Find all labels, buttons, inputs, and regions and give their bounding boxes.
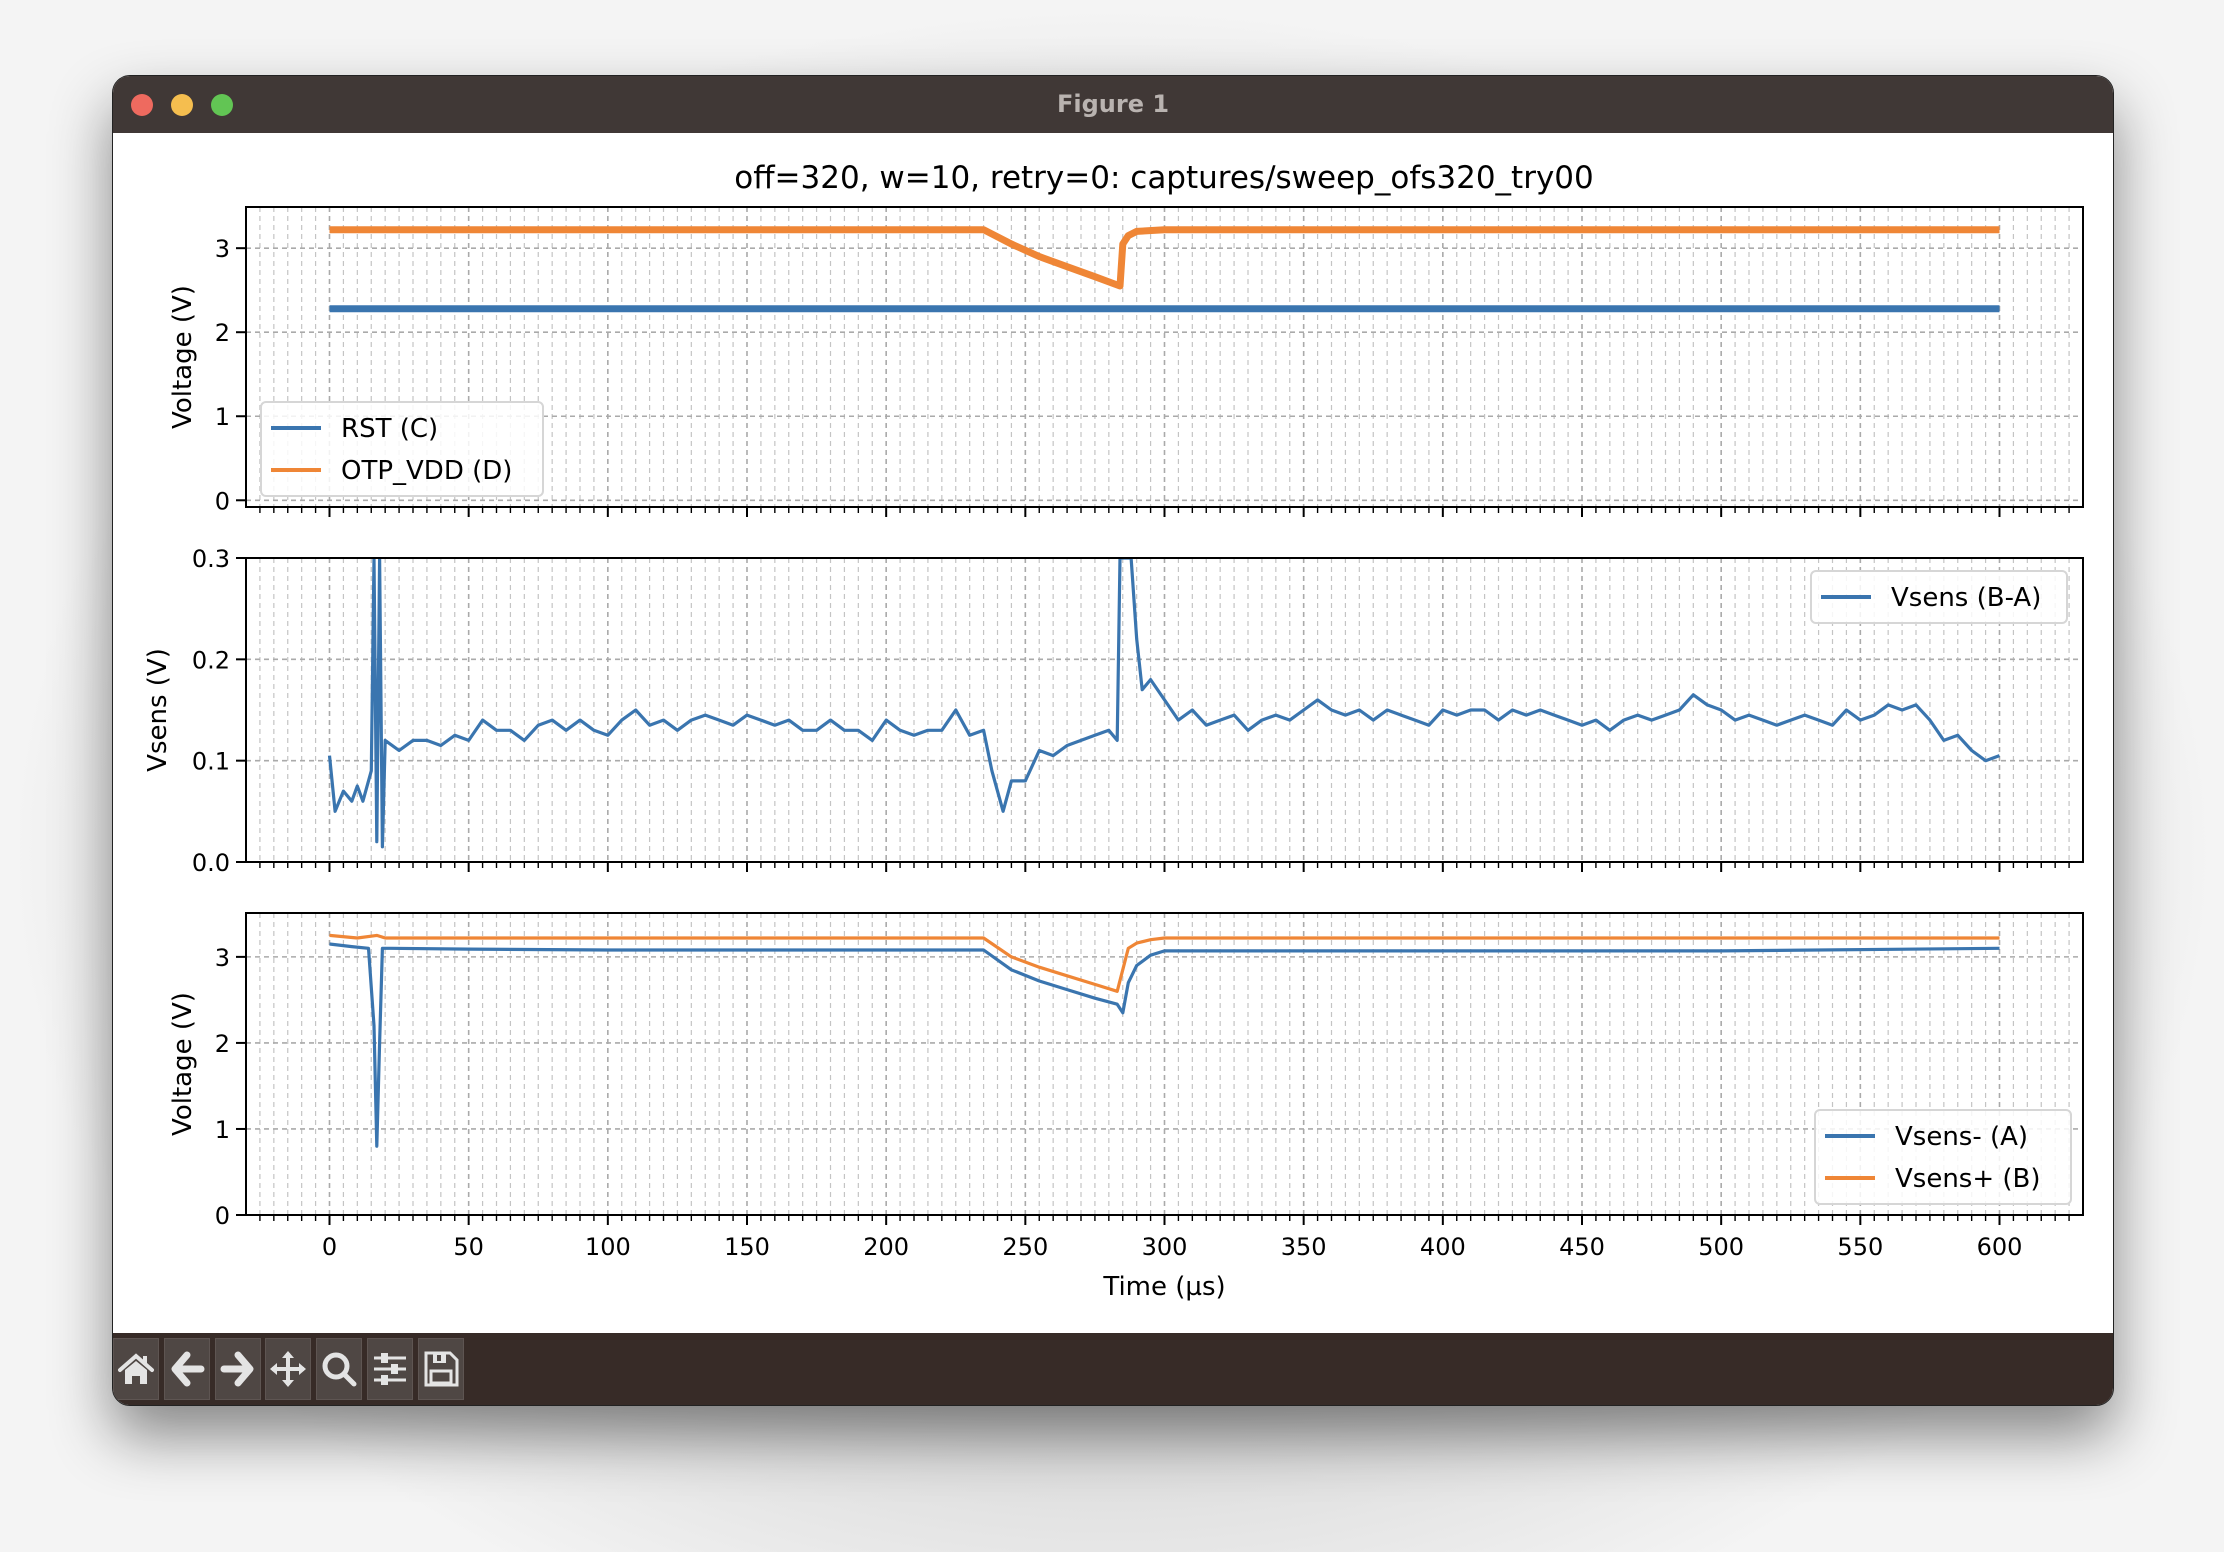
title-bar[interactable]: Figure 1 xyxy=(113,76,2113,133)
forward-button[interactable] xyxy=(215,1338,261,1400)
axes-frame xyxy=(245,206,2084,508)
home-button[interactable] xyxy=(113,1338,159,1400)
xtick-label: 450 xyxy=(1559,1233,1605,1261)
xtick-label: 50 xyxy=(453,1233,484,1261)
series-line-vsens-a- xyxy=(329,942,2000,1148)
minimize-window-button[interactable] xyxy=(171,94,193,116)
figure-title: off=320, w=10, retry=0: captures/sweep_o… xyxy=(734,160,1594,196)
ytick-label: 2 xyxy=(215,319,230,347)
axes-frame xyxy=(245,557,2084,863)
ylabel: Voltage (V) xyxy=(168,285,198,429)
maximize-window-button[interactable] xyxy=(211,94,233,116)
xtick-label: 200 xyxy=(863,1233,909,1261)
navigation-toolbar xyxy=(113,1333,2113,1405)
xlabel: Time (µs) xyxy=(1102,1272,1225,1302)
xtick-label: 500 xyxy=(1698,1233,1744,1261)
xtick-label: 250 xyxy=(1002,1233,1048,1261)
legend: Vsens (B-A) xyxy=(1810,570,2068,624)
figure-window: Figure 1 off=320, w=10, retry=0: capture… xyxy=(112,75,2114,1406)
legend-box xyxy=(1810,570,2068,624)
ytick-label: 3 xyxy=(215,235,230,263)
legend-box xyxy=(260,401,544,497)
xtick-label: 150 xyxy=(724,1233,770,1261)
close-window-button[interactable] xyxy=(131,94,153,116)
save-floppy-icon xyxy=(424,1351,459,1387)
pan-button[interactable] xyxy=(265,1338,311,1400)
window-title: Figure 1 xyxy=(1056,90,1170,118)
xtick-label: 300 xyxy=(1142,1233,1188,1261)
back-button[interactable] xyxy=(164,1338,210,1400)
save-button[interactable] xyxy=(418,1338,464,1400)
configure-subplots-button[interactable] xyxy=(367,1338,413,1400)
subplot-1: 0 1 2 3 Voltage (V) RST (C) OTP_VDD (D) xyxy=(168,206,2084,517)
xtick-label: 400 xyxy=(1420,1233,1466,1261)
ytick-label: 0.3 xyxy=(192,545,230,573)
home-icon xyxy=(118,1353,154,1384)
axes-frame xyxy=(245,912,2084,1216)
legend: Vsens- (A) Vsens+ (B) xyxy=(1814,1109,2072,1205)
ytick-label: 0 xyxy=(215,487,230,515)
back-arrow-icon xyxy=(171,1351,205,1387)
ytick-label: 0 xyxy=(215,1202,230,1230)
xtick-label: 550 xyxy=(1837,1233,1883,1261)
series-line-otp-vdd-d- xyxy=(329,226,2000,290)
ytick-label: 0.0 xyxy=(192,849,230,877)
subplot-2: 0.0 0.1 0.2 0.3 Vsens (V) Vsens (B-A) xyxy=(143,545,2084,877)
legend-label: OTP_VDD (D) xyxy=(341,456,512,486)
ytick-label: 1 xyxy=(215,403,230,431)
pan-move-icon xyxy=(270,1351,306,1387)
ytick-label: 0.1 xyxy=(192,748,230,776)
xtick-label: 350 xyxy=(1281,1233,1327,1261)
legend-label: Vsens+ (B) xyxy=(1895,1164,2041,1194)
legend: RST (C) OTP_VDD (D) xyxy=(260,401,544,497)
ytick-label: 0.2 xyxy=(192,646,230,674)
forward-arrow-icon xyxy=(220,1351,254,1387)
legend-label: Vsens (B-A) xyxy=(1891,583,2041,613)
ytick-label: 1 xyxy=(215,1116,230,1144)
zoom-magnifier-icon xyxy=(322,1352,357,1387)
xtick-label: 0 xyxy=(322,1233,337,1261)
ytick-label: 3 xyxy=(215,944,230,972)
legend-label: Vsens- (A) xyxy=(1895,1122,2028,1152)
xtick-label: 100 xyxy=(585,1233,631,1261)
ylabel: Vsens (V) xyxy=(143,648,173,772)
legend-box xyxy=(1814,1109,2072,1205)
figure-canvas[interactable]: off=320, w=10, retry=0: captures/sweep_o… xyxy=(113,133,2113,1333)
legend-label: RST (C) xyxy=(341,414,438,444)
xtick-label: 600 xyxy=(1977,1233,2023,1261)
ylabel: Voltage (V) xyxy=(168,992,198,1136)
series-line-vsens-b-a- xyxy=(327,558,2001,849)
ytick-label: 2 xyxy=(215,1030,230,1058)
zoom-button[interactable] xyxy=(316,1338,362,1400)
sliders-configure-icon xyxy=(374,1353,406,1385)
series-line-vsens-b- xyxy=(329,933,2000,993)
subplot-3: 0 1 2 3 Voltage (V) 0 50 100 150 200 250 300 350 400 4… xyxy=(168,912,2084,1302)
